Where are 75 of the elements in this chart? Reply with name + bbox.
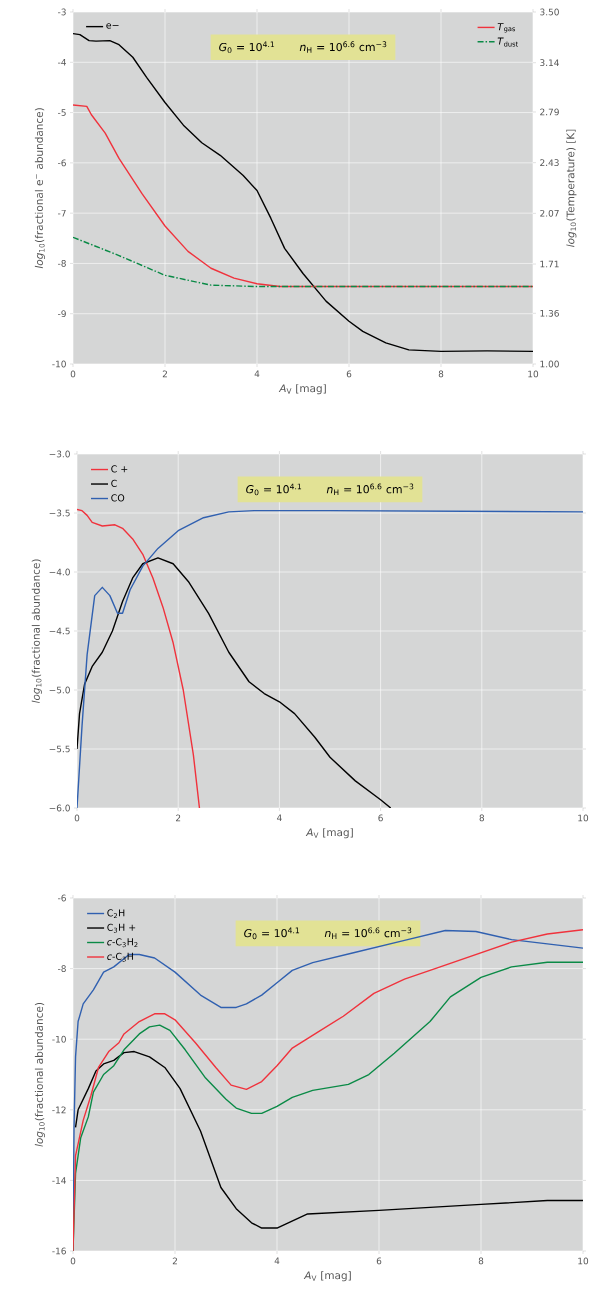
annotation: G$_{0}$ = 10$^{4.1}$ bbox=[219, 41, 275, 54]
line-series bbox=[74, 1050, 584, 1229]
y-tick-label: −3.0 bbox=[49, 450, 70, 458]
legend-label: c-C$_{3}$H$_{2}$ bbox=[107, 938, 138, 948]
legend-label: C + bbox=[111, 465, 128, 473]
x-axis-title: A$_{V}$ [mag] bbox=[305, 828, 353, 839]
annotation: G$_{0}$ = 10$^{4.1}$ bbox=[246, 483, 302, 496]
x-tick-label: 8 bbox=[479, 814, 485, 822]
y-tick-label: -7 bbox=[57, 209, 66, 217]
x-tick-label: 0 bbox=[74, 814, 80, 822]
y-tick-label: -8 bbox=[57, 965, 66, 972]
y2-tick-label: 2.43 bbox=[540, 159, 559, 167]
annotation: n$_{H}$ = 10$^{6.6}$ cm$^{−3}$ bbox=[324, 927, 412, 939]
y-tick-label: -4 bbox=[57, 59, 66, 66]
legend-label: CO bbox=[111, 494, 125, 502]
y-tick-label: −5.0 bbox=[49, 686, 70, 694]
line-series bbox=[77, 508, 201, 809]
line-series bbox=[73, 236, 534, 288]
x-tick-label: 6 bbox=[376, 1257, 382, 1265]
x-axis-title: A$_{V}$ [mag] bbox=[278, 384, 326, 395]
y-axis-title: log$_{10}$(fractional abundance) bbox=[34, 1002, 45, 1147]
x-tick-label: 0 bbox=[70, 1257, 76, 1265]
x-tick-label: 4 bbox=[276, 814, 282, 822]
x-tick-label: 4 bbox=[254, 370, 260, 378]
legend-label: e− bbox=[106, 23, 119, 29]
x-tick-label: 2 bbox=[162, 370, 167, 378]
y-tick-label: -6 bbox=[57, 894, 66, 902]
y-tick-label: -16 bbox=[52, 1247, 66, 1255]
y2-tick-label: 2.07 bbox=[540, 209, 559, 217]
y-tick-label: -14 bbox=[52, 1177, 66, 1184]
y-tick-label: −4.0 bbox=[49, 568, 70, 576]
y-tick-label: −4.5 bbox=[49, 627, 70, 635]
y2-tick-label: 1.00 bbox=[540, 360, 559, 368]
x-axis-title: A$_{V}$ [mag] bbox=[303, 1271, 351, 1282]
x-tick-label: 0 bbox=[70, 370, 76, 378]
y-tick-label: -3 bbox=[57, 8, 66, 16]
legend-label: C$_{3}$H + bbox=[107, 923, 136, 933]
line-series bbox=[73, 32, 534, 353]
y-tick-label: -8 bbox=[57, 260, 66, 267]
y-tick-label: −3.5 bbox=[49, 509, 70, 517]
y-tick-label: -5 bbox=[57, 109, 66, 116]
legend-label: C bbox=[111, 479, 117, 487]
y2-tick-label: 2.79 bbox=[540, 108, 559, 116]
x-tick-label: 6 bbox=[346, 370, 352, 378]
y2-tick-label: 1.36 bbox=[540, 309, 559, 317]
legend-label: C$_{2}$H bbox=[107, 909, 125, 919]
y-tick-label: -6 bbox=[57, 159, 66, 167]
line-series bbox=[77, 509, 583, 809]
x-tick-label: 2 bbox=[176, 814, 181, 822]
y-tick-label: −5.5 bbox=[49, 745, 70, 753]
x-tick-label: 10 bbox=[528, 370, 539, 378]
y2-tick-label: 3.50 bbox=[540, 8, 559, 16]
y-tick-label: -10 bbox=[52, 1035, 66, 1043]
x-tick-label: 10 bbox=[578, 1257, 589, 1265]
y-tick-label: −6.0 bbox=[49, 804, 70, 812]
y-axis-title: log$_{10}$(fractional abundance) bbox=[31, 559, 42, 704]
annotation: n$_{H}$ = 10$^{6.6}$ cm$^{−3}$ bbox=[299, 41, 387, 53]
x-tick-label: 8 bbox=[438, 370, 444, 378]
annotation: n$_{H}$ = 10$^{6.6}$ cm$^{−3}$ bbox=[326, 483, 414, 496]
y-tick-label: -12 bbox=[52, 1106, 66, 1114]
legend-label: T$_{dust}$ bbox=[497, 37, 518, 47]
annotation: G$_{0}$ = 10$^{4.1}$ bbox=[244, 927, 300, 940]
y2-tick-label: 1.71 bbox=[540, 260, 559, 268]
x-tick-label: 4 bbox=[274, 1257, 280, 1265]
legend-label: T$_{gas}$ bbox=[497, 23, 516, 33]
y-tick-label: -9 bbox=[57, 310, 66, 318]
x-tick-label: 6 bbox=[378, 814, 383, 822]
line-series bbox=[77, 557, 392, 809]
x-tick-label: 10 bbox=[578, 814, 589, 822]
x-tick-label: 8 bbox=[478, 1257, 484, 1265]
y-tick-label: -10 bbox=[52, 360, 66, 368]
y-axis-title: log$_{10}$(fractional e$^{−}$ abundance) bbox=[34, 108, 45, 269]
y2-tick-label: 3.14 bbox=[540, 59, 559, 67]
y2-axis-title: log$_{10}$(Temperature) [K] bbox=[566, 129, 577, 247]
x-tick-label: 2 bbox=[172, 1257, 177, 1265]
